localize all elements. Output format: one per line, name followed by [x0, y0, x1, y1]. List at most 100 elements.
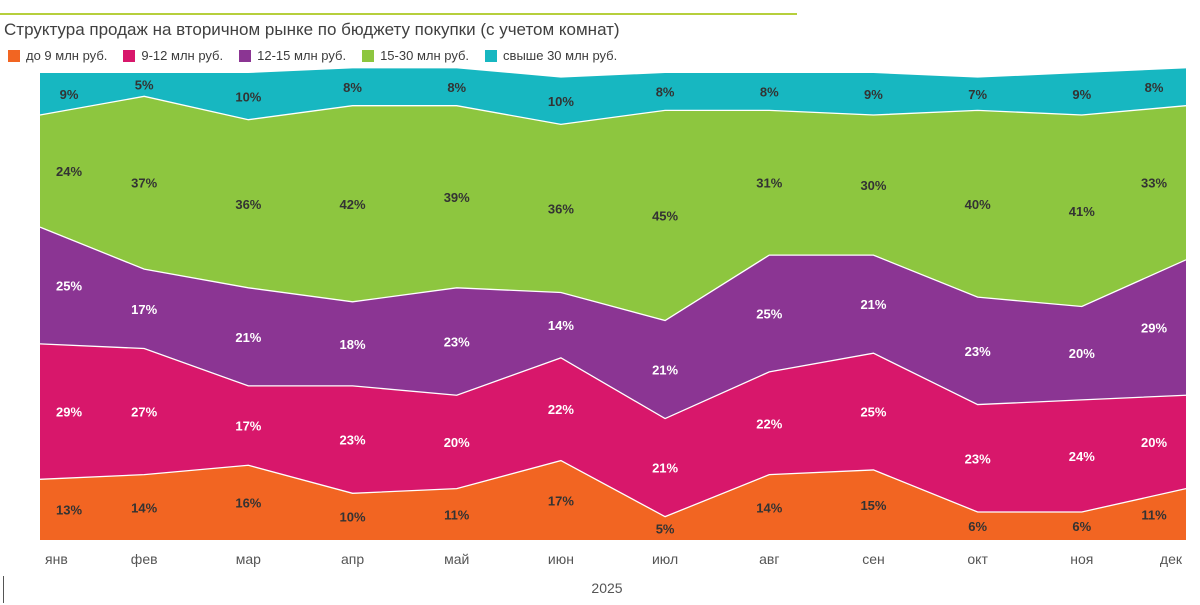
value-label: 45% — [652, 208, 678, 223]
value-label: 30% — [860, 178, 886, 193]
value-label: 14% — [756, 500, 782, 515]
frame-edge-mark — [3, 576, 4, 603]
x-tick-label: янв — [45, 551, 68, 567]
series-boundary-line — [39, 95, 1187, 126]
value-label: 23% — [444, 335, 470, 350]
x-axis-ticks: янв фев мар апр май июн июл авг сен окт ноя дек — [45, 551, 1183, 567]
value-label: 17% — [548, 493, 574, 508]
value-label: 18% — [340, 337, 366, 352]
value-label: 39% — [444, 190, 470, 205]
value-label: 10% — [548, 94, 574, 109]
value-label: 41% — [1069, 204, 1095, 219]
value-label: 29% — [1141, 321, 1167, 336]
legend-label: 12-15 млн руб. — [257, 48, 347, 63]
value-label: 9% — [60, 87, 79, 102]
value-label: 6% — [968, 519, 987, 534]
value-label: 20% — [444, 435, 470, 450]
value-label: 40% — [965, 197, 991, 212]
value-label: 8% — [760, 85, 779, 100]
x-tick-label: фев — [131, 551, 158, 567]
value-label: 25% — [756, 307, 782, 322]
legend: до 9 млн руб. 9-12 млн руб. 12-15 млн ру… — [8, 48, 633, 63]
value-label: 17% — [131, 302, 157, 317]
area-1 — [40, 460, 1186, 540]
legend-item-over-30: свыше 30 млн руб. — [485, 48, 617, 63]
value-label: 24% — [1069, 449, 1095, 464]
area-layers — [40, 68, 1186, 540]
legend-item-under-9: до 9 млн руб. — [8, 48, 107, 63]
x-tick-label: июл — [652, 551, 678, 567]
x-tick-label: дек — [1160, 551, 1183, 567]
value-label: 25% — [56, 278, 82, 293]
legend-item-9-12: 9-12 млн руб. — [123, 48, 223, 63]
legend-label: 9-12 млн руб. — [141, 48, 224, 63]
legend-swatch — [8, 49, 20, 62]
series-boundary-line — [39, 226, 1187, 322]
value-label: 13% — [56, 503, 82, 518]
value-label: 11% — [1141, 507, 1167, 522]
value-label: 8% — [447, 80, 466, 95]
value-label: 15% — [860, 498, 886, 513]
series-boundary-line — [39, 343, 1187, 420]
value-label: 10% — [235, 89, 261, 104]
value-label: 5% — [135, 78, 154, 93]
value-label: 21% — [652, 461, 678, 476]
value-label: 36% — [548, 201, 574, 216]
value-label: 27% — [131, 405, 157, 420]
legend-swatch — [362, 49, 375, 62]
value-label: 22% — [548, 402, 574, 417]
value-label: 14% — [131, 500, 157, 515]
value-label: 36% — [235, 197, 261, 212]
value-label: 23% — [340, 433, 366, 448]
x-tick-label: май — [444, 551, 469, 567]
area-5 — [40, 68, 1186, 125]
x-tick-label: июн — [548, 551, 574, 567]
value-label: 17% — [235, 419, 261, 434]
value-label: 21% — [860, 297, 886, 312]
value-label: 14% — [548, 318, 574, 333]
legend-item-15-30: 15-30 млн руб. — [362, 48, 469, 63]
legend-label: свыше 30 млн руб. — [503, 48, 618, 63]
value-label: 8% — [656, 85, 675, 100]
legend-item-12-15: 12-15 млн руб. — [239, 48, 346, 63]
value-label: 20% — [1069, 346, 1095, 361]
area-4 — [40, 96, 1186, 321]
value-label: 20% — [1141, 435, 1167, 450]
value-label: 37% — [131, 176, 157, 191]
x-axis-label: 2025 — [591, 580, 622, 596]
legend-label: до 9 млн руб. — [26, 48, 108, 63]
data-labels: 13% 14% 16% 10% 11% 17% 5% 14% 15% 6% 6% 11% 29% 27% 1… — [56, 78, 1167, 537]
area-2 — [40, 343, 1186, 517]
legend-swatch — [123, 49, 136, 62]
legend-swatch — [485, 49, 498, 62]
value-label: 21% — [235, 330, 261, 345]
x-tick-label: апр — [341, 551, 364, 567]
chart-title: Структура продаж на вторичном рынке по б… — [4, 20, 620, 39]
value-label: 33% — [1141, 176, 1167, 191]
value-label: 9% — [1072, 87, 1091, 102]
legend-label: 15-30 млн руб. — [380, 48, 470, 63]
value-label: 21% — [652, 363, 678, 378]
value-label: 23% — [965, 344, 991, 359]
value-label: 6% — [1072, 519, 1091, 534]
value-label: 10% — [340, 510, 366, 525]
value-label: 23% — [965, 451, 991, 466]
value-label: 7% — [968, 87, 987, 102]
x-tick-label: мар — [236, 551, 261, 567]
legend-swatch — [239, 49, 252, 62]
x-tick-label: ноя — [1070, 551, 1093, 567]
value-label: 5% — [656, 521, 675, 536]
title-rule — [0, 13, 797, 15]
value-label: 8% — [1145, 80, 1164, 95]
value-label: 29% — [56, 405, 82, 420]
series-boundaries — [39, 95, 1187, 518]
x-tick-label: авг — [759, 551, 779, 567]
series-boundary-line — [39, 459, 1187, 518]
value-label: 8% — [343, 80, 362, 95]
x-tick-label: окт — [967, 551, 988, 567]
value-label: 11% — [444, 507, 470, 522]
x-tick-label: сен — [862, 551, 885, 567]
area-3 — [40, 227, 1186, 419]
value-label: 25% — [860, 405, 886, 420]
